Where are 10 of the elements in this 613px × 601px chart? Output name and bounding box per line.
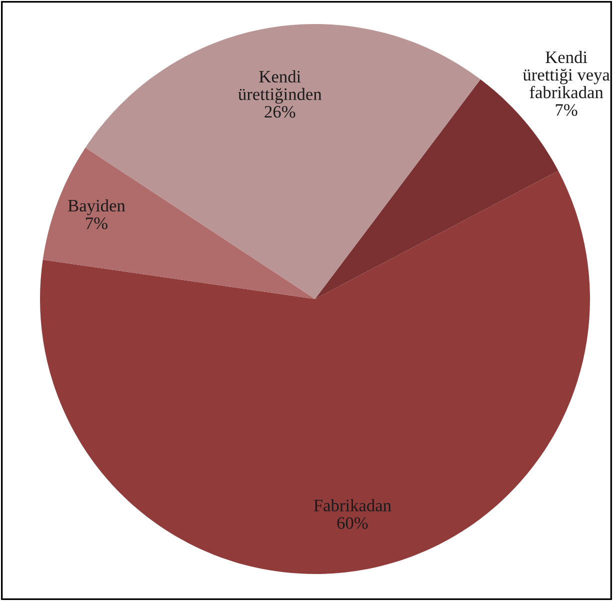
- slice-label: Kendi ürettiği veya fabrikadan: [522, 50, 610, 98]
- slice-label: Kendi ürettiğinden: [238, 70, 322, 104]
- pie-slice: [42, 148, 315, 299]
- data-label: 7%: [556, 104, 578, 116]
- data-label: 7%: [86, 217, 108, 230]
- pie-slice: [40, 170, 590, 574]
- slice-label: Bayiden: [68, 199, 126, 216]
- data-label: 60%: [337, 517, 368, 529]
- slice-label: Fabrikadan: [314, 499, 392, 512]
- data-label: 26%: [264, 106, 296, 118]
